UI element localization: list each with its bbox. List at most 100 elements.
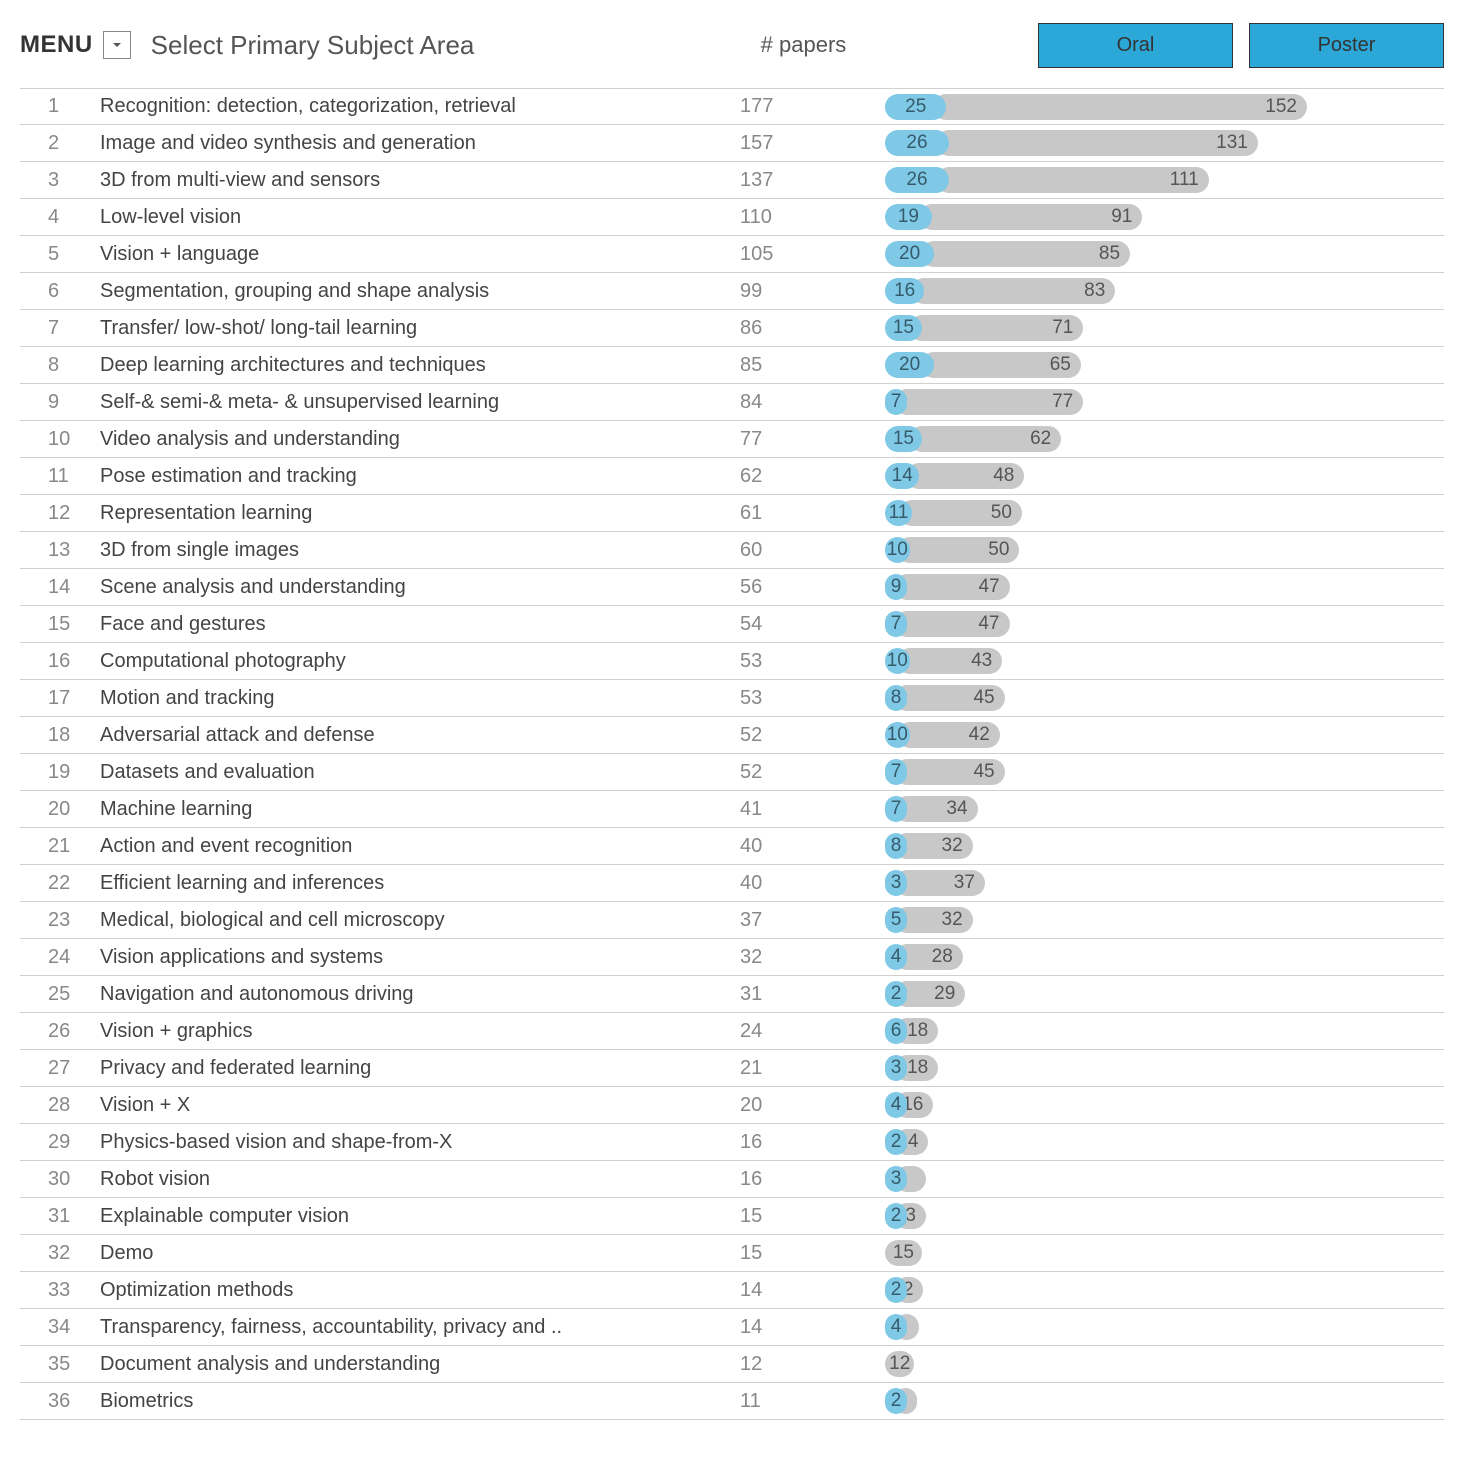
rank-cell: 32 (20, 1242, 100, 1265)
table-row[interactable]: 16Computational photography531043 (20, 643, 1444, 680)
oral-bar: 2 (885, 1203, 907, 1229)
oral-bar-label: 2 (891, 1390, 902, 1412)
table-row[interactable]: 22Efficient learning and inferences40337 (20, 865, 1444, 902)
table-row[interactable]: 23Medical, biological and cell microscop… (20, 902, 1444, 939)
papers-cell: 53 (740, 687, 885, 710)
papers-column-header: # papers (761, 32, 906, 58)
table-row[interactable]: 8Deep learning architectures and techniq… (20, 347, 1444, 384)
rank-cell: 16 (20, 650, 100, 673)
table-row[interactable]: 17Motion and tracking53845 (20, 680, 1444, 717)
oral-bar: 7 (885, 389, 907, 415)
table-row[interactable]: 5Vision + language1052085 (20, 236, 1444, 273)
bar-cell: 3 (885, 1161, 1444, 1197)
papers-cell: 15 (740, 1205, 885, 1228)
papers-cell: 85 (740, 354, 885, 377)
table-row[interactable]: 26Vision + graphics24618 (20, 1013, 1444, 1050)
subject-cell: Optimization methods (100, 1279, 740, 1302)
poster-bar: 62 (909, 426, 1061, 452)
table-row[interactable]: 35Document analysis and understanding121… (20, 1346, 1444, 1383)
subject-cell: Scene analysis and understanding (100, 576, 740, 599)
bar-cell: 428 (885, 939, 1444, 975)
table-row[interactable]: 20Machine learning41734 (20, 791, 1444, 828)
subject-cell: Transfer/ low-shot/ long-tail learning (100, 317, 740, 340)
table-row[interactable]: 2Image and video synthesis and generatio… (20, 125, 1444, 162)
table-row[interactable]: 6Segmentation, grouping and shape analys… (20, 273, 1444, 310)
rank-cell: 35 (20, 1353, 100, 1376)
oral-bar: 3 (885, 1166, 907, 1192)
papers-cell: 77 (740, 428, 885, 451)
legend-oral-button[interactable]: Oral (1038, 23, 1233, 68)
poster-bar-label: 83 (1084, 280, 1105, 302)
table-row[interactable]: 33D from multi-view and sensors13726111 (20, 162, 1444, 199)
poster-bar-label: 32 (942, 835, 963, 857)
table-row[interactable]: 7Transfer/ low-shot/ long-tail learning8… (20, 310, 1444, 347)
table-row[interactable]: 36Biometrics1129 (20, 1383, 1444, 1420)
table-row[interactable]: 1Recognition: detection, categorization,… (20, 88, 1444, 125)
subject-cell: Explainable computer vision (100, 1205, 740, 1228)
papers-cell: 14 (740, 1316, 885, 1339)
table-row[interactable]: 12Representation learning611150 (20, 495, 1444, 532)
oral-bar-label: 16 (894, 280, 915, 302)
oral-bar-label: 7 (891, 391, 902, 413)
menu-dropdown-button[interactable] (103, 31, 131, 59)
bar-cell: 212 (885, 1272, 1444, 1308)
bar-cell: 1571 (885, 310, 1444, 346)
bar-cell: 2085 (885, 236, 1444, 272)
oral-bar-label: 11 (889, 502, 909, 524)
table-row[interactable]: 31Explainable computer vision15213 (20, 1198, 1444, 1235)
oral-bar-label: 7 (891, 613, 902, 635)
table-row[interactable]: 28Vision + X20416 (20, 1087, 1444, 1124)
papers-cell: 56 (740, 576, 885, 599)
subject-cell: Biometrics (100, 1390, 740, 1413)
subject-cell: Document analysis and understanding (100, 1353, 740, 1376)
table-row[interactable]: 27Privacy and federated learning21318 (20, 1050, 1444, 1087)
oral-bar-label: 2 (891, 983, 902, 1005)
bar-cell: 532 (885, 902, 1444, 938)
table-row[interactable]: 24Vision applications and systems32428 (20, 939, 1444, 976)
table-row[interactable]: 19Datasets and evaluation52745 (20, 754, 1444, 791)
oral-bar: 3 (885, 870, 907, 896)
table-row[interactable]: 32Demo1515 (20, 1235, 1444, 1272)
table-row[interactable]: 133D from single images601050 (20, 532, 1444, 569)
table-row[interactable]: 30Robot vision163 (20, 1161, 1444, 1198)
table-row[interactable]: 4Low-level vision1101991 (20, 199, 1444, 236)
rank-cell: 15 (20, 613, 100, 636)
subject-cell: Computational photography (100, 650, 740, 673)
poster-bar: 45 (894, 685, 1005, 711)
subject-cell: Image and video synthesis and generation (100, 132, 740, 155)
poster-bar: 111 (936, 167, 1209, 193)
poster-bar: 85 (921, 241, 1130, 267)
papers-cell: 137 (740, 169, 885, 192)
table-row[interactable]: 14Scene analysis and understanding56947 (20, 569, 1444, 606)
table-row[interactable]: 15Face and gestures54747 (20, 606, 1444, 643)
oral-bar: 7 (885, 759, 907, 785)
table-row[interactable]: 11Pose estimation and tracking621448 (20, 458, 1444, 495)
table-row[interactable]: 33Optimization methods14212 (20, 1272, 1444, 1309)
table-row[interactable]: 10Video analysis and understanding771562 (20, 421, 1444, 458)
oral-bar-label: 2 (891, 1279, 902, 1301)
papers-cell: 53 (740, 650, 885, 673)
subject-cell: Navigation and autonomous driving (100, 983, 740, 1006)
bar-cell: 26111 (885, 162, 1444, 198)
poster-bar-label: 28 (932, 946, 953, 968)
rank-cell: 2 (20, 132, 100, 155)
papers-cell: 105 (740, 243, 885, 266)
table-row[interactable]: 25Navigation and autonomous driving31229 (20, 976, 1444, 1013)
oral-bar-label: 7 (891, 798, 902, 820)
oral-bar-label: 14 (892, 465, 913, 487)
oral-bar-label: 15 (893, 317, 914, 339)
table-row[interactable]: 9Self-& semi-& meta- & unsupervised lear… (20, 384, 1444, 421)
table-row[interactable]: 18Adversarial attack and defense521042 (20, 717, 1444, 754)
table-row[interactable]: 21Action and event recognition40832 (20, 828, 1444, 865)
papers-cell: 86 (740, 317, 885, 340)
table-row[interactable]: 34Transparency, fairness, accountability… (20, 1309, 1444, 1346)
legend-poster-button[interactable]: Poster (1249, 23, 1444, 68)
oral-bar: 4 (885, 1092, 907, 1118)
bar-cell: 745 (885, 754, 1444, 790)
bar-cell: 832 (885, 828, 1444, 864)
subject-cell: Datasets and evaluation (100, 761, 740, 784)
bar-cell: 25152 (885, 89, 1444, 124)
table-row[interactable]: 29Physics-based vision and shape-from-X1… (20, 1124, 1444, 1161)
oral-bar: 15 (885, 315, 922, 341)
poster-bar-label: 34 (946, 798, 967, 820)
